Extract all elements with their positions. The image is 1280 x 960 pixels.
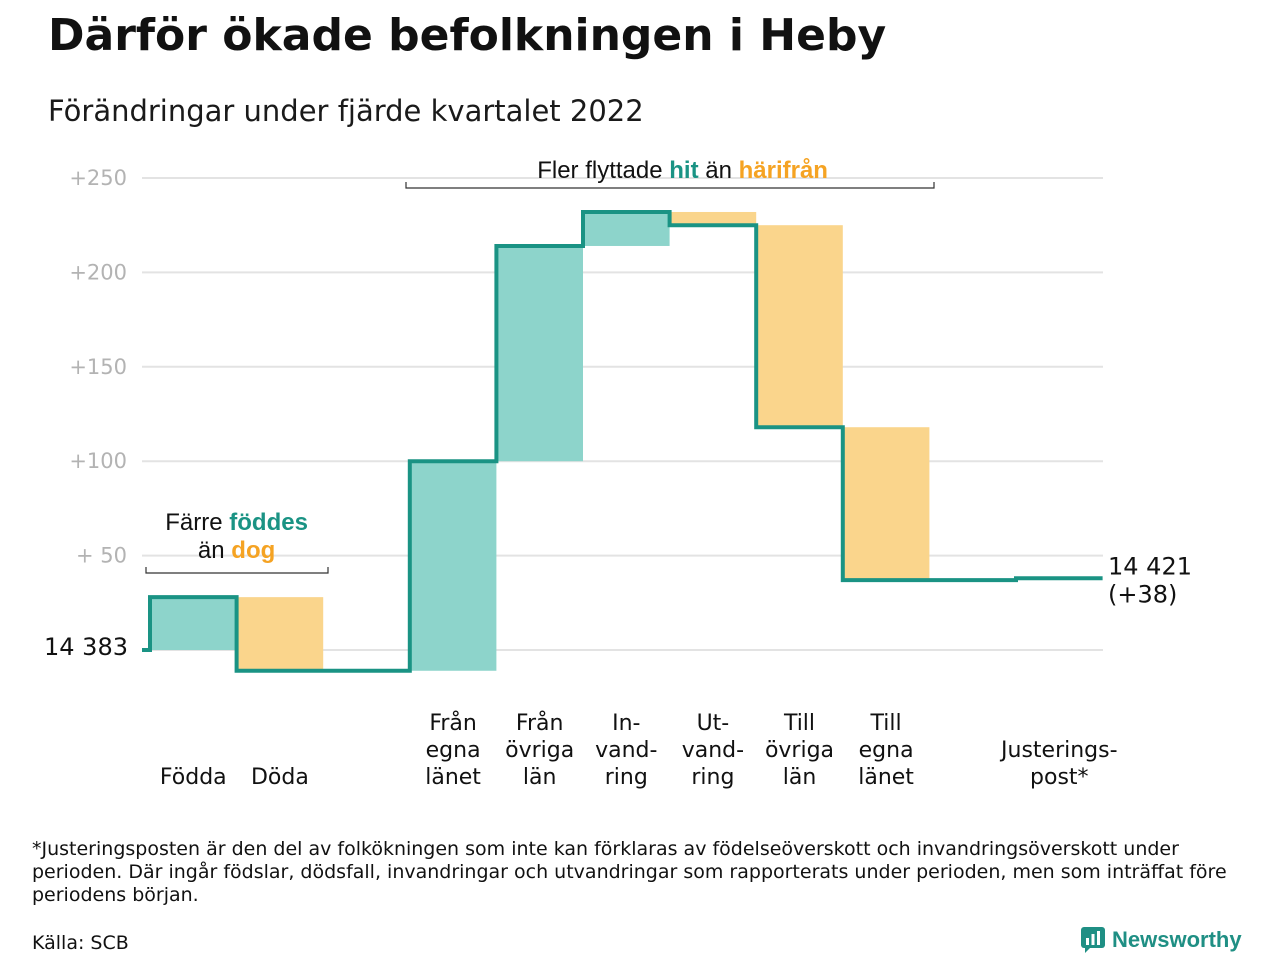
newsworthy-brand: Newsworthy <box>1080 926 1242 954</box>
category-label: Från <box>429 710 477 736</box>
category-label: Från <box>516 710 564 736</box>
migration-annotation-text2: än <box>699 157 739 184</box>
category-label: länet <box>858 765 914 790</box>
births-annotation-text: Färre <box>165 509 229 536</box>
category-label: övriga <box>765 738 834 763</box>
migration-annotation-harifran: härifrån <box>739 157 828 184</box>
bar <box>583 211 670 246</box>
category-label: Döda <box>251 765 309 790</box>
category-label: Födda <box>160 765 227 790</box>
bar <box>756 225 843 428</box>
page-subtitle: Förändringar under fjärde kvartalet 2022 <box>48 94 644 128</box>
category-label: In- <box>612 711 640 736</box>
migration-annotation-hit: hit <box>669 157 698 184</box>
category-label: län <box>783 765 817 790</box>
category-label: vand- <box>595 738 657 763</box>
category-label: län <box>523 765 557 790</box>
end-change-label: (+38) <box>1108 580 1177 608</box>
category-label: övriga <box>505 738 574 763</box>
page-title: Därför ökade befolkningen i Heby <box>48 10 887 61</box>
start-value-label: 14 383 <box>44 633 128 661</box>
y-tick-label: +150 <box>69 355 127 379</box>
bar <box>669 211 757 226</box>
category-label: post* <box>1030 765 1089 790</box>
category-label: Ut- <box>697 711 730 736</box>
category-label: länet <box>425 765 481 790</box>
bar <box>842 427 930 581</box>
brand-name: Newsworthy <box>1112 927 1242 952</box>
category-label: Till <box>783 711 815 736</box>
step-line <box>142 209 1103 673</box>
deaths-annotation-highlight: dog <box>231 537 275 564</box>
births-annotation-line2: än dog <box>198 537 275 564</box>
migration-bracket <box>405 182 935 189</box>
births-bracket <box>145 567 329 574</box>
bar <box>496 245 583 462</box>
bar <box>409 461 497 671</box>
migration-annotation-text: Fler flyttade <box>537 157 669 184</box>
category-label: ring <box>691 765 734 790</box>
bar <box>236 597 324 671</box>
migration-annotation: Fler flyttade hit än härifrån <box>537 157 828 184</box>
y-tick-label: +250 <box>69 166 127 190</box>
category-label: egna <box>426 738 481 763</box>
births-annotation-line1: Färre föddes <box>165 509 308 536</box>
deaths-annotation-text: än <box>198 537 231 564</box>
footnote: *Justeringsposten är den del av folkökni… <box>32 838 1227 906</box>
y-tick-label: +100 <box>69 449 127 473</box>
y-tick-label: +200 <box>69 260 127 284</box>
category-label: ring <box>605 765 648 790</box>
bar <box>150 597 237 650</box>
bars <box>150 211 930 671</box>
category-label: Justerings- <box>999 738 1118 763</box>
end-value-label: 14 421 <box>1108 552 1192 580</box>
source-note: Källa: SCB <box>32 932 129 954</box>
category-label: egna <box>859 738 914 763</box>
step-line-group <box>142 209 1103 673</box>
y-tick-label: + 50 <box>76 544 127 568</box>
category-label: Till <box>870 711 902 736</box>
newsworthy-logo-icon <box>1081 927 1105 953</box>
births-annotation-highlight: föddes <box>229 509 308 536</box>
category-label: vand- <box>682 738 744 763</box>
